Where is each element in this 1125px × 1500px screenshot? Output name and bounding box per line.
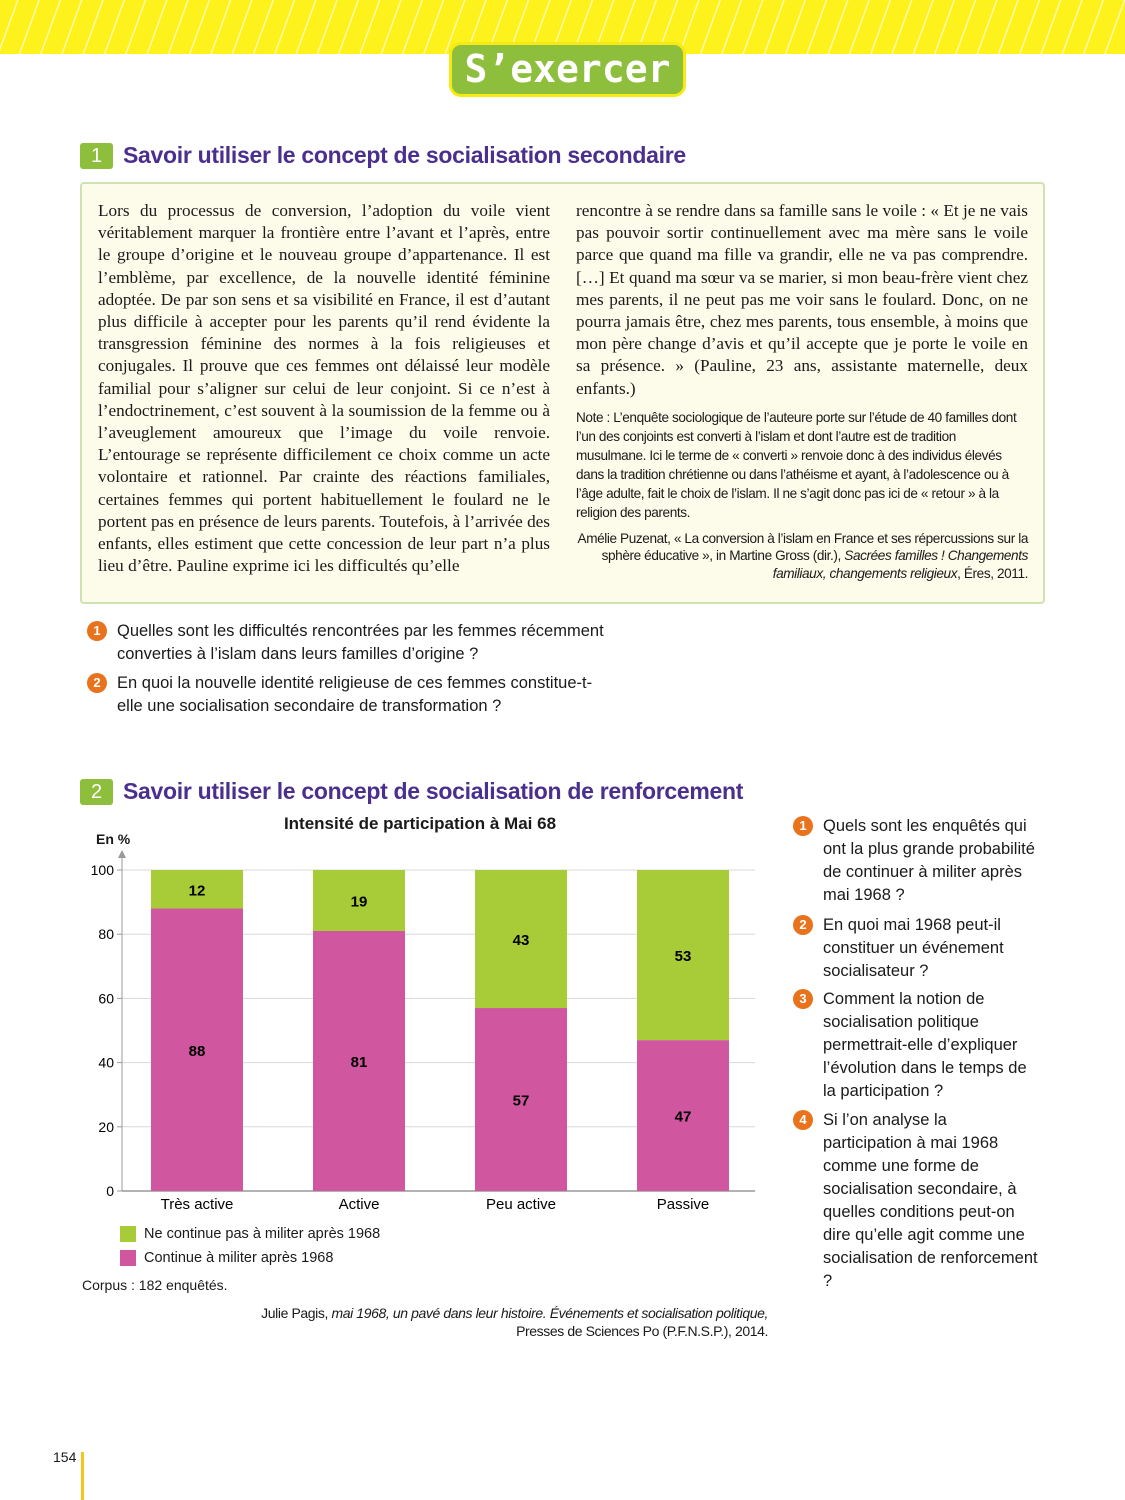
y-tick-label: 40 — [98, 1055, 114, 1071]
x-tick-label: Active — [339, 1196, 380, 1213]
text-right: rencontre à se rendre dans sa famille sa… — [576, 201, 1028, 398]
source-author: Julie Pagis, — [261, 1305, 332, 1321]
chart-source: Julie Pagis, mai 1968, un pavé dans leur… — [200, 1305, 768, 1340]
bar-segment — [313, 870, 405, 931]
document-box: Lors du processus de conversion, l’adopt… — [80, 182, 1045, 604]
x-tick-label: Passive — [657, 1196, 710, 1213]
x-tick-label: Peu active — [486, 1196, 556, 1213]
question-text: Quelles sont les difficultés rencontrées… — [117, 622, 604, 663]
legend-item-not-continue: Ne continue pas à militer après 1968 — [120, 1226, 380, 1242]
question-number: 1 — [793, 816, 813, 836]
legend-item-continue: Continue à militer après 1968 — [120, 1250, 333, 1266]
question-number: 3 — [793, 989, 813, 1009]
source-publisher: Presses de Sciences Po (P.F.N.S.P.), 201… — [516, 1322, 768, 1339]
data-label: 47 — [675, 1109, 692, 1126]
text-left: Lors du processus de conversion, l’adopt… — [98, 201, 550, 576]
data-label: 53 — [675, 948, 692, 965]
section-title: Savoir utiliser le concept de socialisat… — [123, 142, 686, 168]
question-text: Si l’on analyse la participation à mai 1… — [823, 1111, 1038, 1290]
data-label: 19 — [351, 893, 368, 910]
question-1-2: 2 En quoi la nouvelle identité religieuse… — [87, 672, 617, 718]
question-2-4: 4 Si l’on analyse la participation à mai … — [793, 1109, 1038, 1293]
text-right-column: rencontre à se rendre dans sa famille sa… — [576, 200, 1028, 582]
x-tick-label: Très active — [161, 1196, 234, 1213]
y-axis-arrow — [118, 850, 126, 858]
bar-segment — [151, 870, 243, 909]
question-2-3: 3 Comment la notion de socialisation poli… — [793, 988, 1038, 1103]
data-label: 81 — [351, 1054, 368, 1071]
bar-segment — [637, 870, 729, 1041]
question-2-2: 2 En quoi mai 1968 peut-il constituer un … — [793, 914, 1038, 983]
source-text: Amélie Puzenat, « La conversion à l’isla… — [577, 530, 1029, 564]
bar-segment — [637, 1040, 729, 1191]
question-text: En quoi la nouvelle identité religieuse … — [117, 674, 593, 715]
data-label: 88 — [189, 1043, 206, 1060]
source-title: mai 1968, un pavé dans leur histoire. Év… — [331, 1305, 768, 1321]
question-number: 2 — [793, 915, 813, 935]
y-axis-label: En % — [96, 831, 131, 847]
legend-swatch — [120, 1226, 136, 1242]
question-2-1: 1 Quels sont les enquêtés qui ont la plus… — [793, 815, 1038, 907]
question-number: 2 — [87, 673, 107, 693]
section-title: Savoir utiliser le concept de socialisat… — [123, 778, 744, 804]
question-text: En quoi mai 1968 peut-il constituer un é… — [823, 916, 1004, 980]
bar-segment — [313, 930, 405, 1191]
page-title: S’exercer — [449, 42, 686, 97]
y-tick-label: 20 — [98, 1119, 114, 1135]
question-number: 4 — [793, 1110, 813, 1130]
legend-label: Continue à militer après 1968 — [144, 1250, 334, 1266]
y-tick-label: 80 — [98, 926, 114, 942]
legend-label: Ne continue pas à militer après 1968 — [144, 1226, 381, 1242]
question-1-1: 1 Quelles sont les difficultés rencontrée… — [87, 620, 607, 666]
source-end: , Éres, 2011. — [957, 565, 1028, 581]
corpus-note: Corpus : 182 enquêtés. — [82, 1277, 228, 1293]
data-label: 57 — [513, 1093, 530, 1110]
source-title: Sacrées familles ! Changements familiaux… — [772, 548, 1029, 581]
page-marker — [81, 1452, 84, 1500]
data-label: 12 — [189, 882, 206, 899]
question-text: Comment la notion de socialisation polit… — [823, 990, 1027, 1100]
question-number: 1 — [87, 621, 107, 641]
legend-swatch — [120, 1250, 136, 1266]
chart-title: Intensité de participation à Mai 68 — [283, 814, 557, 833]
question-text: Quels sont les enquêtés qui ont la plus … — [823, 817, 1035, 904]
source: Amélie Puzenat, « La conversion à l’isla… — [576, 530, 1029, 583]
y-tick-label: 100 — [91, 862, 115, 878]
page-number: 154 — [53, 1449, 77, 1465]
data-label: 43 — [513, 932, 530, 949]
section-number: 1 — [80, 142, 113, 169]
bar-segment — [475, 870, 567, 1009]
section-number: 2 — [80, 778, 113, 805]
note: Note : L’enquête sociologique de l’auteu… — [576, 409, 1017, 520]
section-2-heading: 2 Savoir utiliser le concept de socialis… — [80, 778, 743, 805]
bar-segment — [151, 908, 243, 1191]
bar-segment — [475, 1008, 567, 1191]
y-tick-label: 60 — [98, 990, 114, 1006]
section-1-heading: 1 Savoir utiliser le concept de socialis… — [80, 142, 686, 169]
y-tick-label: 0 — [106, 1183, 114, 1199]
